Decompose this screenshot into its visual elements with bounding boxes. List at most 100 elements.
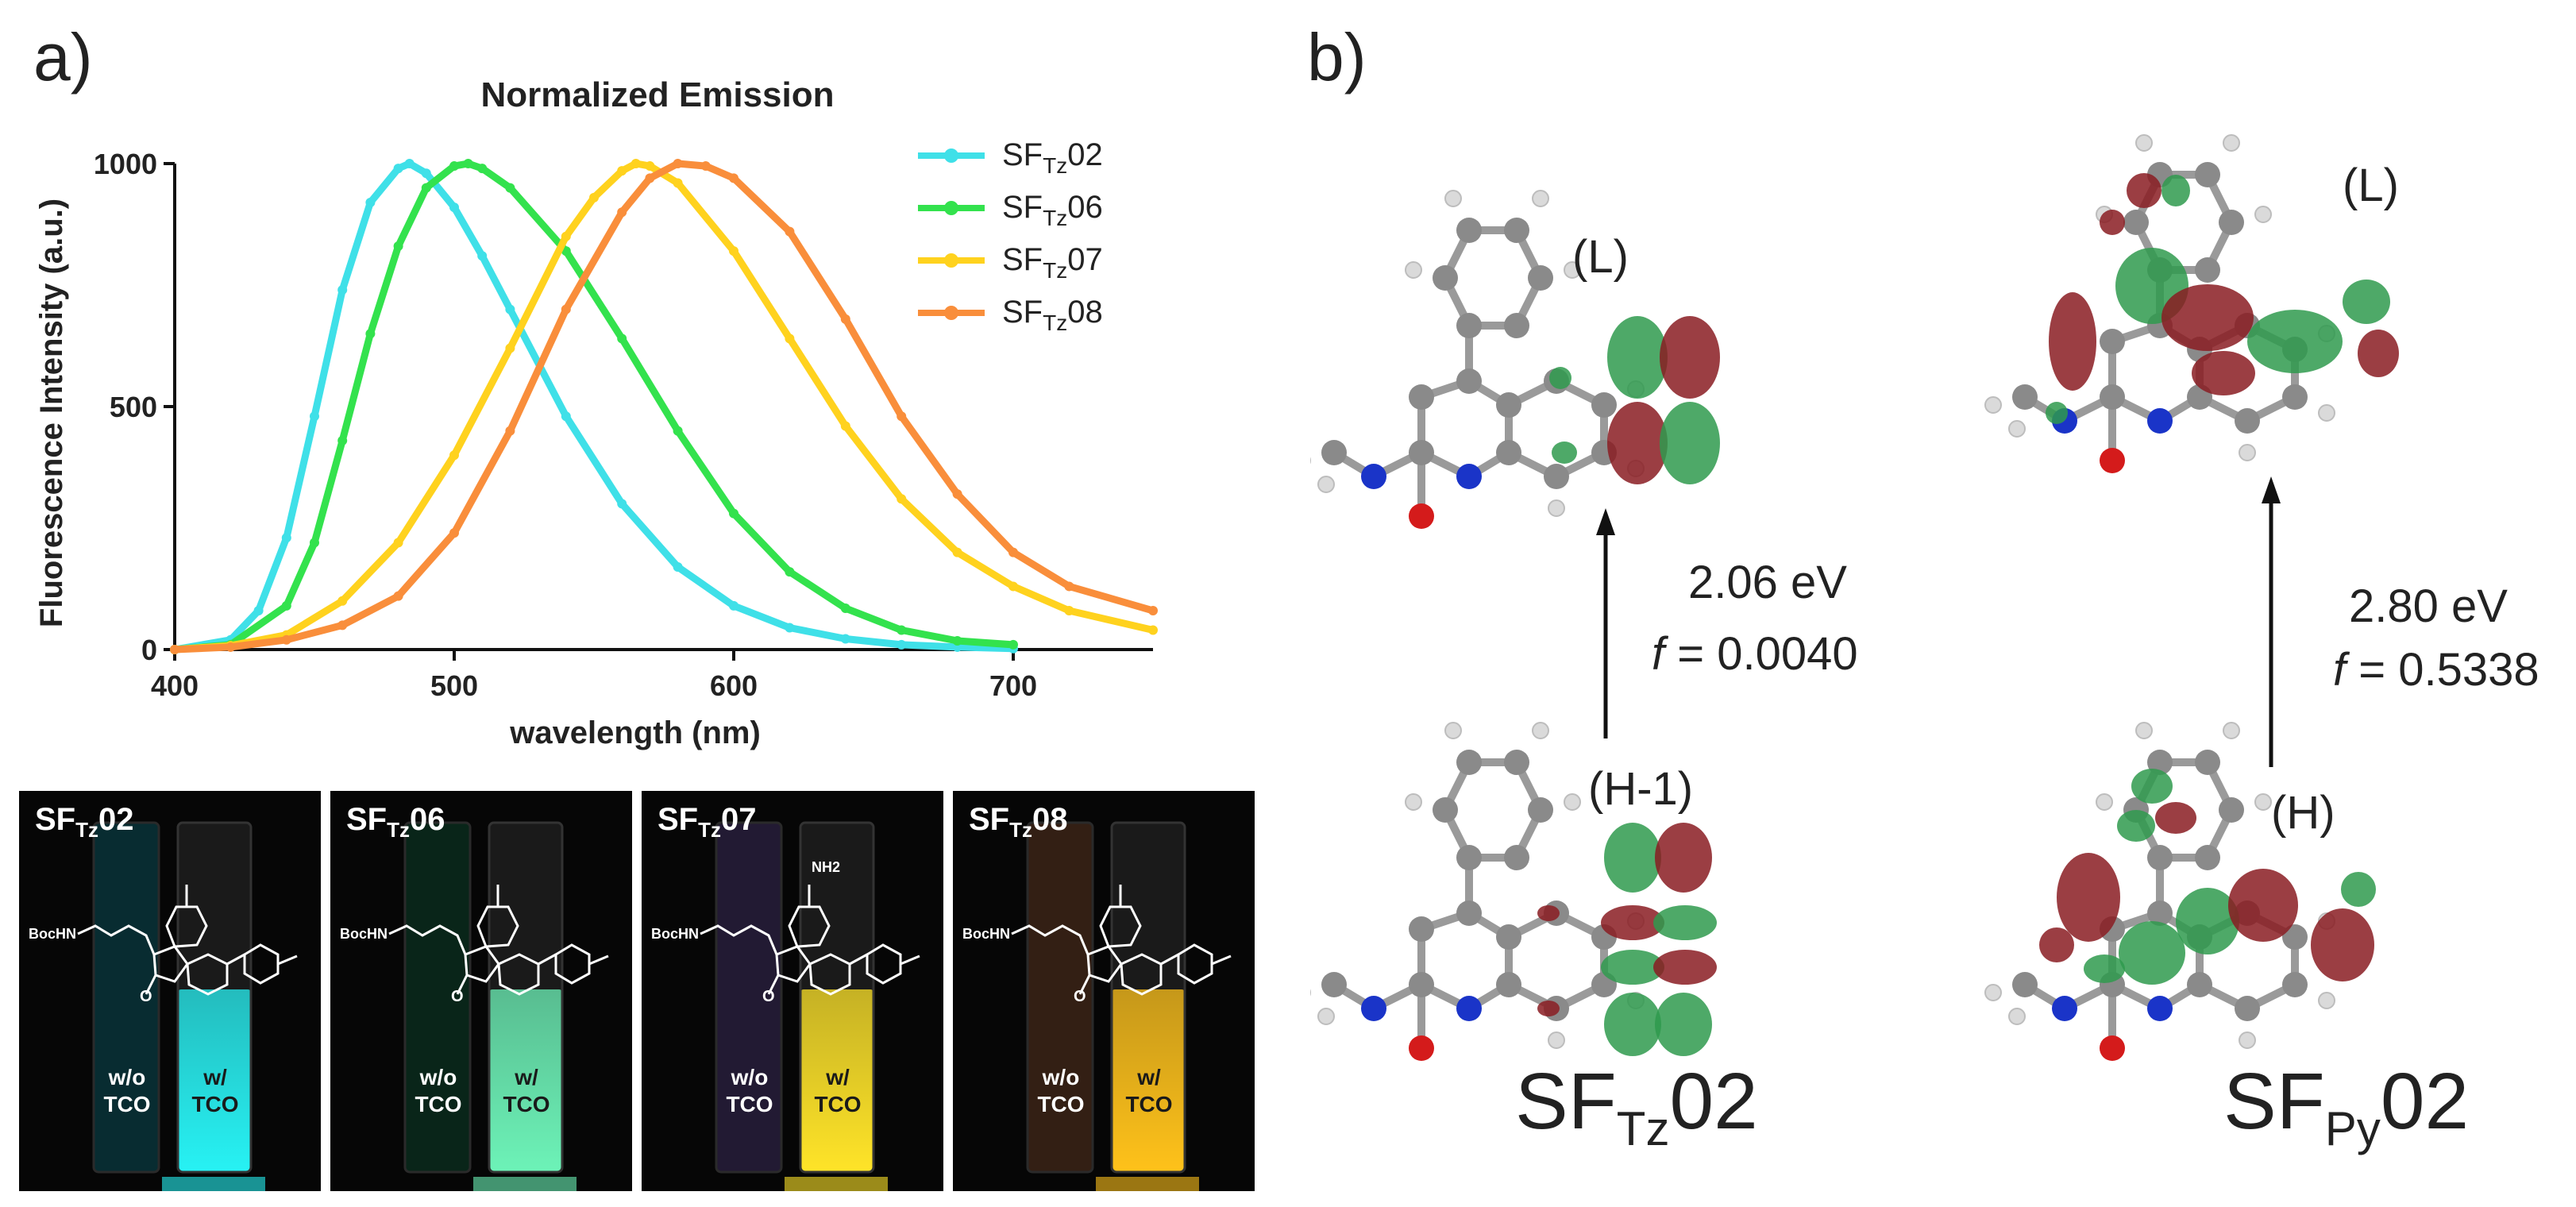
- orbital-lobe: [2192, 351, 2255, 395]
- atom: [1361, 464, 1386, 489]
- sfpy02-name: SFPy02: [2223, 1057, 2470, 1155]
- atom: [1496, 440, 1521, 465]
- data-point: [393, 164, 403, 174]
- hydrogen-atom: [1317, 476, 1335, 493]
- atom: [1504, 845, 1529, 870]
- chart-legend: SFTz02 SFTz06 SFTz07 SFTz08: [918, 137, 1103, 335]
- atom: [1504, 313, 1529, 338]
- data-point: [505, 343, 515, 353]
- legend-marker: [944, 148, 958, 163]
- data-point: [463, 159, 473, 168]
- hydrogen-atom: [2008, 1008, 2026, 1025]
- atom: [1409, 503, 1434, 529]
- sftz02-oscillator: f = 0.0040: [1652, 628, 1858, 680]
- vial-glow: [1112, 989, 1185, 1172]
- orbital-lobe: [2049, 292, 2096, 391]
- orbital-lobe: [1653, 905, 1717, 940]
- atom: [1409, 384, 1434, 410]
- atom: [2195, 257, 2220, 283]
- atom: [2147, 900, 2173, 926]
- data-point: [505, 183, 515, 193]
- hydrogen-atom: [2223, 134, 2240, 152]
- atom: [1504, 218, 1529, 243]
- vial-photo-row: O BocHN SFTz02 w/o TCO w/TCO O BocHN SFTz06 w/o TC…: [19, 791, 1310, 1191]
- sftz02-homo-label: (H-1): [1588, 763, 1694, 815]
- hydrogen-atom: [1444, 722, 1462, 739]
- atom: [1544, 464, 1569, 489]
- hydrogen-atom: [1405, 793, 1422, 811]
- orbital-lobe: [2358, 330, 2399, 377]
- data-point: [617, 499, 627, 509]
- vial-label-without-tco: w/o TCO: [103, 1065, 151, 1116]
- sfpy02-homo-orbital: [1984, 722, 2376, 1061]
- hydrogen-atom: [2239, 444, 2256, 461]
- atom: [2100, 1035, 2125, 1061]
- atom: [2219, 210, 2244, 235]
- hydrogen-atom: [1444, 190, 1462, 207]
- hydrogen-atom: [1317, 1008, 1335, 1025]
- data-point: [449, 202, 459, 213]
- atom: [2235, 996, 2260, 1021]
- orbital-lobe: [1653, 950, 1717, 985]
- vial-photo-title: SFTz02: [35, 802, 134, 842]
- hydrogen-atom: [1984, 396, 2002, 414]
- data-point: [673, 159, 683, 168]
- series-line-3: [171, 160, 1157, 654]
- data-point: [785, 623, 795, 633]
- hydrogen-atom: [2239, 1032, 2256, 1049]
- atom: [2147, 750, 2173, 775]
- orbital-lobe: [2228, 869, 2298, 942]
- legend-label-1: SFTz06: [1002, 190, 1103, 230]
- atom: [1361, 996, 1386, 1021]
- chemical-structure: [77, 885, 298, 996]
- chemical-structure: [1011, 885, 1232, 996]
- atom: [2282, 924, 2308, 950]
- data-point: [561, 411, 571, 422]
- orbital-lobe: [1655, 993, 1712, 1056]
- data-point: [952, 547, 962, 557]
- vial-photo-08: O BocHN SFTz08 w/o TCO w/TCO: [953, 791, 1255, 1191]
- oxygen-atom-label: O: [1074, 988, 1086, 1005]
- data-point: [281, 634, 291, 645]
- atom: [1456, 900, 1482, 926]
- vial-scene: [1011, 821, 1232, 1191]
- data-point: [477, 251, 488, 261]
- atom: [1409, 1035, 1434, 1061]
- orbital-lobe: [1549, 367, 1571, 389]
- orbital-lobe: [2341, 872, 2376, 907]
- orbital-lobe: [1537, 1001, 1560, 1016]
- sfpy02-homo-label: (H): [2271, 787, 2335, 839]
- orbital-lobe: [2131, 769, 2173, 804]
- orbital-lobe: [2176, 888, 2239, 954]
- atom: [1456, 845, 1482, 870]
- hydrogen-atom: [2254, 793, 2272, 811]
- y-tick-label: 1000: [94, 148, 157, 180]
- legend-label-0: SFTz02: [1002, 137, 1103, 178]
- sftz02-name: SFTz02: [1515, 1057, 1758, 1155]
- data-point: [952, 635, 962, 646]
- atom: [2100, 448, 2125, 473]
- data-point: [1008, 639, 1018, 650]
- data-point: [1148, 606, 1158, 616]
- atom: [1591, 392, 1617, 418]
- vial-photo-title: SFTz07: [657, 802, 757, 842]
- atom: [2195, 162, 2220, 187]
- sfpy02-lumo-orbital: [1984, 134, 2399, 473]
- vial-scene: [77, 821, 298, 1191]
- vial-label-without-tco: w/o TCO: [726, 1065, 773, 1116]
- orbital-lobe: [2117, 810, 2155, 842]
- atom: [1409, 916, 1434, 942]
- atom: [2012, 972, 2038, 997]
- hydrogen-atom: [2254, 206, 2272, 223]
- data-point: [226, 642, 236, 652]
- atom: [2123, 210, 2149, 235]
- data-point: [617, 166, 627, 176]
- atom: [1504, 750, 1529, 775]
- sfpy02-energy: 2.80 eV: [2349, 580, 2508, 632]
- sftz02-lumo-label: (L): [1572, 231, 1629, 283]
- data-point: [561, 231, 571, 241]
- hydrogen-atom: [2135, 722, 2153, 739]
- data-point: [477, 164, 488, 174]
- atom: [2219, 797, 2244, 823]
- data-point: [897, 639, 907, 650]
